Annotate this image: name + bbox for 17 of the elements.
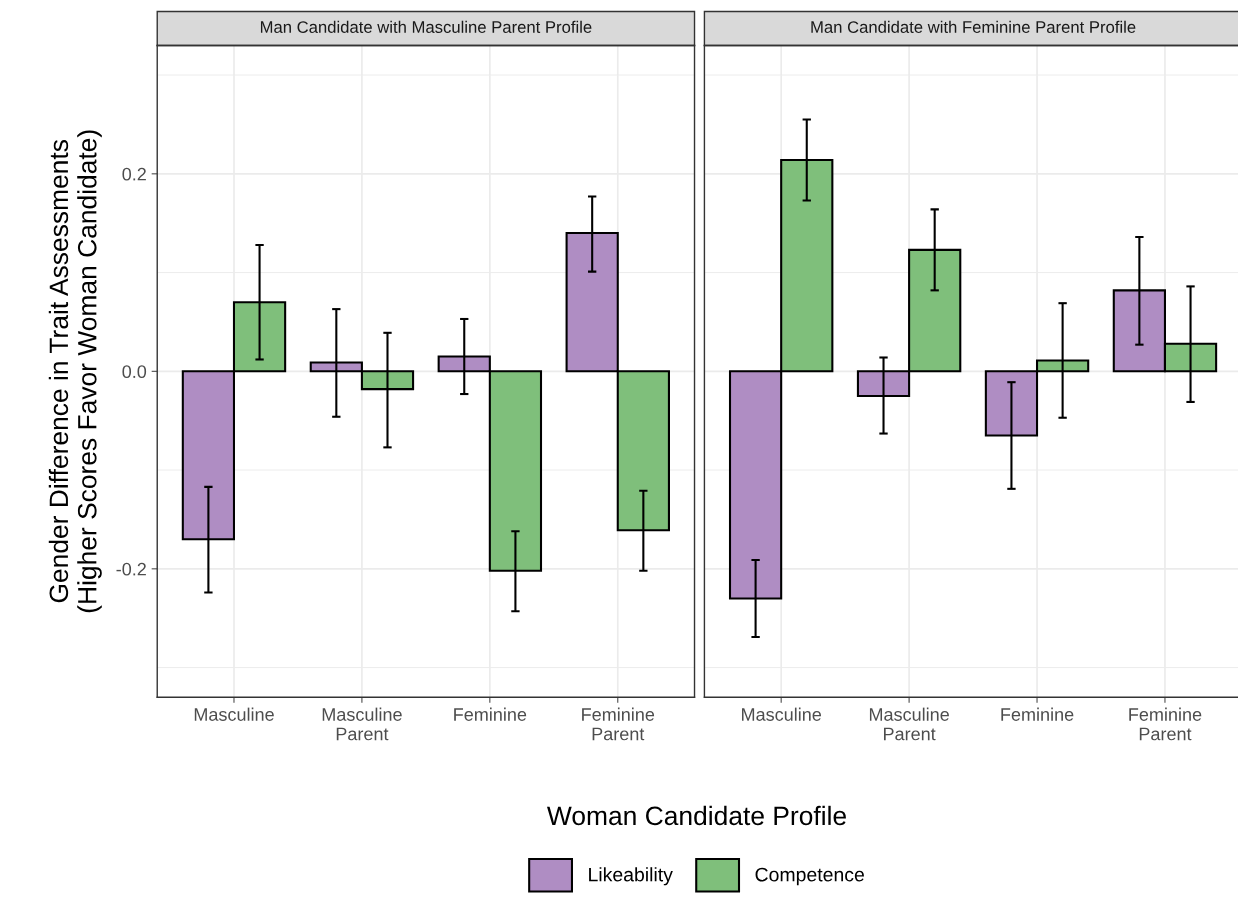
- x-tick-label: Masculine Parent: [322, 707, 402, 741]
- y-tick-label: 0.0: [122, 365, 147, 379]
- y-tick-label: -0.2: [116, 562, 146, 576]
- x-tick-label: Masculine Parent: [869, 707, 949, 741]
- y-axis-title: Gender Difference in Trait Assessments (Higher Scores Favor Woman Candidate): [48, 130, 102, 613]
- x-tick-label: Masculine: [742, 707, 822, 721]
- legend-label: Likeability: [589, 867, 673, 886]
- chart-title: Man Candidate with Masculine Parent Profile: [260, 20, 592, 33]
- x-tick-label: Feminine: [454, 707, 527, 721]
- y-tick-label: 0.2: [122, 167, 146, 181]
- x-tick-label: Feminine Parent: [582, 707, 655, 741]
- x-axis-title: Woman Candidate Profile: [547, 805, 846, 826]
- chart-title: Man Candidate with Feminine Parent Profile: [811, 20, 1136, 33]
- x-tick-label: Feminine: [1001, 707, 1074, 721]
- x-tick-label: Feminine Parent: [1129, 707, 1202, 741]
- x-tick-label: Masculine: [194, 707, 274, 721]
- legend-label: Competence: [755, 867, 864, 886]
